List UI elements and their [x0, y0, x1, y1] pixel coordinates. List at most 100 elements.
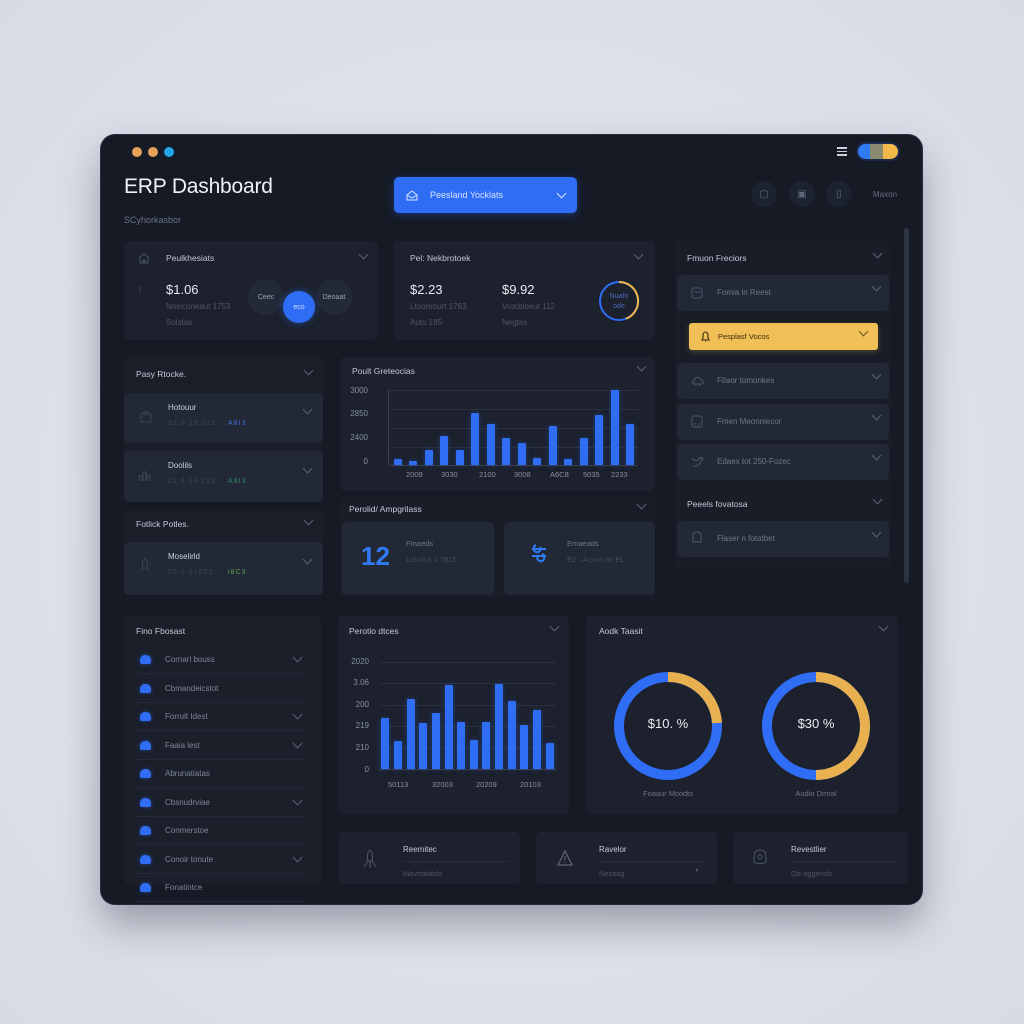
chevron-down-icon[interactable]: [872, 494, 883, 505]
option-circle[interactable]: Deoaat: [316, 279, 352, 315]
list-item[interactable]: Forrult Idest: [136, 703, 307, 731]
price-subtext: Vrocbloeut 112: [502, 302, 555, 311]
scrollbar[interactable]: [904, 228, 909, 583]
list-item[interactable]: Fonatintce: [136, 874, 307, 902]
window-maximize-dot[interactable]: [164, 147, 174, 157]
chart-bar[interactable]: [495, 683, 504, 769]
chevron-down-icon[interactable]: [549, 621, 560, 632]
window-minimize-dot[interactable]: [148, 147, 158, 157]
chart-bar[interactable]: [419, 723, 428, 769]
y-tick: 3000: [350, 386, 368, 395]
stat-card-3[interactable]: Revestlier Oe oggends: [733, 832, 908, 884]
list-item-label: Faaia lest: [165, 740, 200, 750]
folder-icon: [140, 740, 151, 750]
chevron-down-icon[interactable]: [303, 365, 314, 376]
list-item[interactable]: Conmerstoe: [136, 817, 307, 845]
list-item[interactable]: Conoir tonute: [136, 846, 307, 874]
stat-title: Revestlier: [791, 845, 827, 854]
option-circle[interactable]: Ceec: [248, 279, 284, 315]
chart-bar[interactable]: [393, 459, 402, 465]
chart-title: Poult Greteocias: [352, 366, 415, 376]
stat-title: Ravelor: [599, 845, 627, 854]
chart-bar[interactable]: [393, 740, 402, 769]
highlighted-item[interactable]: Pesplasf Vocos: [689, 323, 878, 350]
refresh-button[interactable]: ▣: [789, 181, 815, 207]
section-title: Peeels fovatosa: [687, 499, 748, 509]
chart-bar[interactable]: [520, 725, 529, 769]
chevron-down-icon[interactable]: [303, 515, 314, 526]
chart-bar[interactable]: [626, 423, 635, 465]
chevron-down-icon[interactable]: [878, 621, 889, 632]
right-panel-item[interactable]: Ftlaor tomonkes: [677, 363, 889, 399]
summary-card-1: Peulkhesiats ⟟ $1.06 Nosiconeaut 1753 So…: [124, 241, 378, 340]
option-circle-active[interactable]: eco: [283, 291, 315, 323]
rocket-icon: [140, 557, 150, 572]
x-tick: 20209: [476, 780, 497, 789]
hamburger-icon[interactable]: [837, 147, 847, 156]
chevron-down-icon[interactable]: [636, 499, 647, 510]
stat-card-2[interactable]: Ravelor Nesitag ▼: [536, 832, 717, 884]
lock-button[interactable]: ▢: [751, 181, 777, 207]
chart-bar[interactable]: [469, 740, 478, 769]
left-panel-2: Fotlick Potles. Moselirld 20.0 2+022 i8C…: [124, 510, 323, 595]
stat-card-1[interactable]: Reemitec Mavrtadeds: [339, 832, 520, 884]
item-tag: A8I3: [228, 478, 247, 485]
chart-bar[interactable]: [564, 459, 573, 465]
chart-bar[interactable]: [424, 450, 433, 465]
list-item[interactable]: Abrunatiatas: [136, 760, 307, 788]
chart-bar[interactable]: [595, 415, 604, 465]
right-panel-item[interactable]: Edaex tot 250-Fozec: [677, 444, 889, 480]
more-button[interactable]: Maxon: [873, 190, 898, 199]
chart-bar[interactable]: [471, 412, 480, 465]
workspace-dropdown[interactable]: Peesland Yocklats: [394, 177, 577, 213]
window-close-dot[interactable]: [132, 147, 142, 157]
list-item[interactable]: Cbmandeicstot: [136, 675, 307, 703]
chart-bar[interactable]: [579, 438, 588, 465]
list-item[interactable]: Faaia lest: [136, 732, 307, 760]
list-item[interactable]: Cbsnudrviae: [136, 789, 307, 817]
right-panel-item[interactable]: Fomia in Reest: [677, 275, 889, 311]
x-tick: 3008: [514, 470, 531, 479]
chart-bar[interactable]: [548, 425, 557, 465]
chart-bar[interactable]: [533, 709, 542, 769]
chevron-down-icon[interactable]: [358, 249, 369, 260]
chevron-down-icon[interactable]: [633, 249, 644, 260]
list-item[interactable]: Hotouur 22.0 15.022 A8I3: [124, 393, 323, 443]
theme-toggle[interactable]: [858, 144, 898, 159]
chart-bar[interactable]: [533, 458, 542, 465]
chevron-down-icon[interactable]: [636, 361, 647, 372]
metric-tile[interactable]: Emaeads E2 · Acson tin EL: [504, 522, 655, 595]
donut-value: $10. %: [647, 716, 689, 731]
metric-tile[interactable]: 12 Fmaeds Lsrolich 1 7815: [342, 522, 494, 595]
chart-bar[interactable]: [406, 699, 415, 769]
chart-bar[interactable]: [457, 721, 466, 769]
chevron-down-icon[interactable]: [872, 248, 883, 259]
right-panel-item[interactable]: Fmen Meonniecor: [677, 404, 889, 440]
chart-bar[interactable]: [486, 424, 495, 465]
price-subtext-2: Negtas: [502, 318, 528, 327]
list-item-label: Cbmandeicstot: [165, 683, 219, 693]
chart-bar[interactable]: [431, 713, 440, 769]
chart-bar[interactable]: [482, 722, 491, 769]
chart-bar[interactable]: [545, 742, 554, 769]
chart-bar[interactable]: [502, 438, 511, 465]
list-item[interactable]: Moselirld 20.0 2+022 i8C3: [124, 542, 323, 595]
right-panel-item[interactable]: Flaser n fotatbet: [677, 521, 889, 557]
chart-bar[interactable]: [381, 718, 390, 769]
price-value: $2.23: [410, 282, 443, 297]
y-tick: 2400: [350, 433, 368, 442]
chart-bar[interactable]: [409, 460, 418, 465]
donut-chart-2: [762, 672, 870, 780]
chart-bar[interactable]: [444, 685, 453, 769]
chart-bar[interactable]: [507, 701, 516, 769]
chart-bar[interactable]: [517, 442, 526, 465]
chart-bar[interactable]: [610, 390, 619, 465]
caret-down-icon[interactable]: ▼: [694, 868, 700, 874]
list-item[interactable]: Doolils 22.8 14.231 A8I3: [124, 451, 323, 502]
chart-bar[interactable]: [440, 436, 449, 465]
list-item[interactable]: Cornarl bouss: [136, 646, 307, 674]
columns-button[interactable]: ▯: [826, 181, 852, 207]
x-tick: 2233: [611, 470, 628, 479]
cloud-icon: [692, 377, 704, 386]
chart-bar[interactable]: [455, 449, 464, 465]
